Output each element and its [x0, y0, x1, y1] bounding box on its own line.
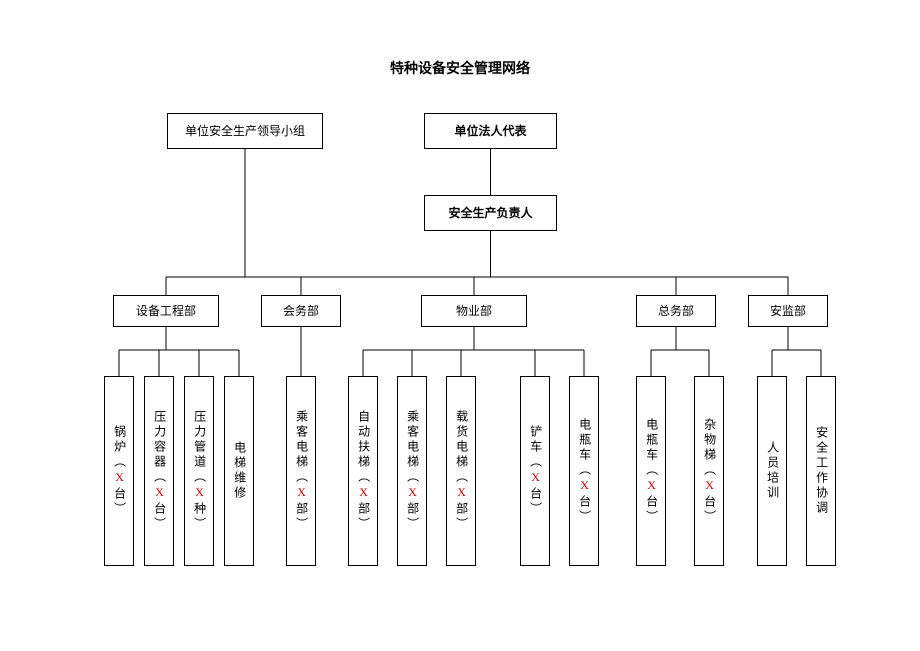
leaf-1-0: 乘客电梯（X部）: [286, 376, 316, 566]
leaf-4-0: 人员培训: [757, 376, 787, 566]
leaf-0-2: 压力管道（X种）: [184, 376, 214, 566]
dept-2: 物业部: [421, 295, 527, 327]
node-legal-rep: 单位法人代表: [424, 113, 557, 149]
page-title: 特种设备安全管理网络: [0, 58, 920, 78]
dept-1: 会务部: [261, 295, 341, 327]
node-safety-officer: 安全生产负责人: [424, 195, 557, 231]
dept-3: 总务部: [636, 295, 716, 327]
leaf-2-2: 载货电梯（X部）: [446, 376, 476, 566]
dept-4: 安监部: [748, 295, 828, 327]
leaf-0-1: 压力容器（X台）: [144, 376, 174, 566]
leaf-2-3: 铲车（X台）: [520, 376, 550, 566]
leaf-0-0: 锅炉（X台）: [104, 376, 134, 566]
leaf-3-0: 电瓶车（X台）: [636, 376, 666, 566]
leaf-2-0: 自动扶梯（X部）: [348, 376, 378, 566]
leaf-4-1: 安全工作协调: [806, 376, 836, 566]
node-leading-group: 单位安全生产领导小组: [167, 113, 323, 149]
dept-0: 设备工程部: [113, 295, 219, 327]
leaf-2-1: 乘客电梯（X部）: [397, 376, 427, 566]
leaf-3-1: 杂物梯（X台）: [694, 376, 724, 566]
leaf-2-4: 电瓶车（X台）: [569, 376, 599, 566]
leaf-0-3: 电梯维修: [224, 376, 254, 566]
